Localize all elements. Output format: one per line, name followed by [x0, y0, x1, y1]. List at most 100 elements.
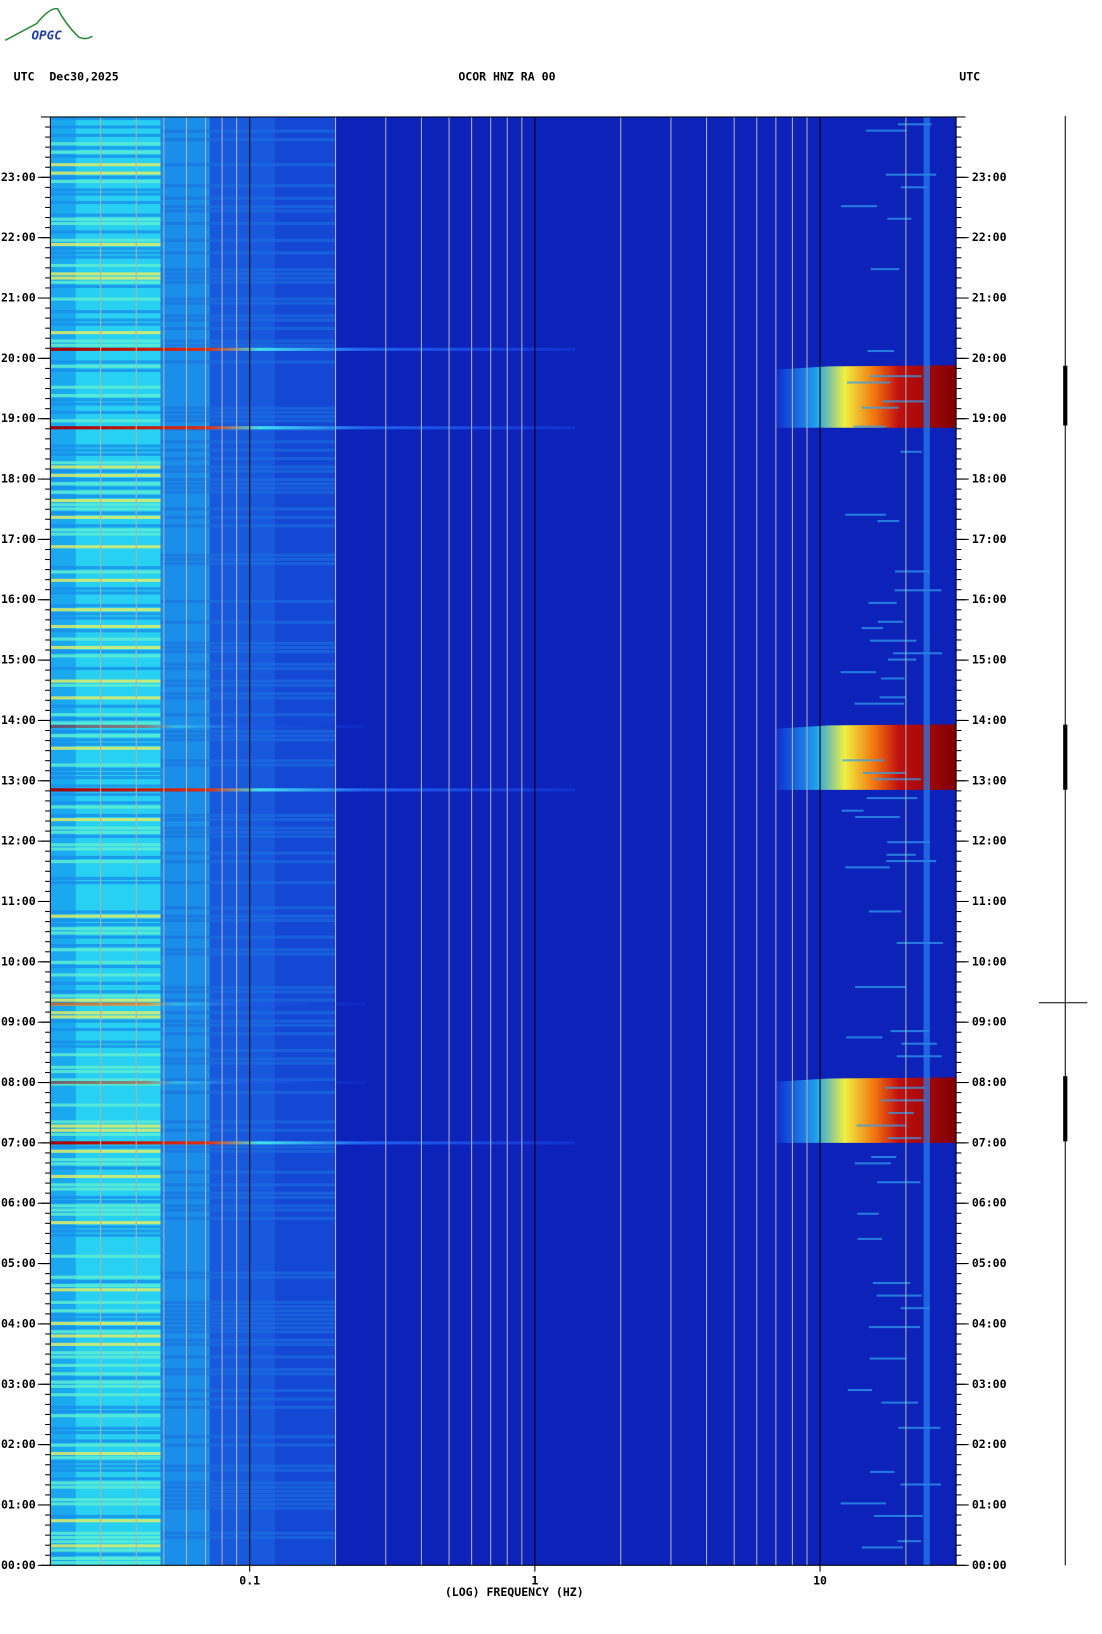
spectral-stripe — [50, 1187, 161, 1191]
spectral-stripe — [50, 410, 161, 414]
spectral-stripe — [50, 1409, 161, 1414]
spectral-stripe — [160, 318, 336, 322]
spectral-stripe — [160, 1321, 336, 1325]
hf-noise — [856, 1124, 907, 1127]
hf-noise — [869, 1357, 907, 1360]
spectral-stripe — [50, 133, 161, 137]
spectral-stripe — [50, 1535, 161, 1540]
spectral-stripe — [50, 1174, 161, 1179]
spectral-stripe — [50, 339, 161, 343]
hf-noise — [869, 1326, 920, 1329]
event-line — [50, 426, 576, 430]
spectral-stripe — [160, 734, 336, 738]
spectral-stripe — [50, 263, 161, 268]
spectral-stripe — [50, 876, 161, 880]
y-tick-label-right: 08:00 — [972, 1075, 1007, 1089]
spectral-stripe — [50, 175, 161, 179]
spectral-stripe — [50, 566, 161, 570]
hf-noise — [862, 771, 907, 774]
spectral-stripe — [50, 444, 161, 448]
hf-noise — [857, 1212, 879, 1215]
spectral-stripe — [50, 994, 161, 998]
y-tick-label-left: 01:00 — [1, 1497, 36, 1511]
spectral-stripe — [160, 1078, 336, 1082]
spectral-stripe — [50, 578, 161, 582]
spectral-stripe — [160, 1128, 336, 1132]
spectral-stripe — [50, 1124, 161, 1128]
spectral-stripe — [50, 486, 161, 490]
hf-noise — [866, 797, 918, 800]
spectral-stripe — [160, 696, 336, 700]
spectral-stripe — [50, 1548, 161, 1552]
spectral-stripe — [50, 834, 161, 838]
spectral-stripe — [50, 452, 161, 456]
spectral-stripe — [160, 490, 336, 494]
spectral-stripe — [50, 473, 161, 477]
y-tick-label-left: 00:00 — [1, 1558, 36, 1572]
y-tick-label-right: 13:00 — [972, 773, 1007, 787]
spectral-band — [160, 116, 210, 1566]
time-zone-left: UTC — [14, 70, 35, 84]
energy-burst — [776, 365, 957, 428]
spectral-stripe — [160, 1330, 336, 1334]
spectral-stripe — [50, 297, 161, 301]
spectral-stripe — [50, 1498, 161, 1502]
spectral-stripe — [50, 1405, 161, 1409]
spectral-stripe — [160, 1300, 336, 1304]
spectral-stripe — [50, 217, 161, 221]
hf-noise — [841, 205, 877, 208]
spectral-stripe — [50, 507, 161, 511]
spectral-stripe — [160, 650, 336, 654]
y-tick-label-left: 09:00 — [1, 1015, 36, 1029]
hf-noise — [881, 677, 905, 680]
hf-noise — [845, 513, 887, 516]
spectral-stripe — [50, 1330, 161, 1334]
spectral-stripe — [160, 1397, 336, 1401]
hf-noise — [876, 1294, 922, 1297]
hf-noise — [845, 866, 890, 869]
x-axis-label: (LOG) FREQUENCY (HZ) — [445, 1585, 584, 1599]
spectral-stripe — [50, 742, 161, 746]
spectral-stripe — [50, 524, 161, 528]
spectral-stripe — [50, 1372, 161, 1376]
spectral-stripe — [160, 1271, 336, 1275]
hf-noise — [872, 1281, 911, 1285]
spectral-stripe — [50, 1011, 161, 1015]
spectral-stripe — [50, 734, 161, 738]
plot-area — [50, 116, 957, 1566]
y-tick-label-right: 18:00 — [972, 472, 1007, 486]
spectral-stripe — [50, 603, 161, 608]
spectral-stripe — [50, 213, 161, 217]
spectral-stripe — [50, 960, 161, 964]
spectral-stripe — [160, 662, 336, 666]
hf-noise — [886, 860, 937, 863]
hf-noise — [861, 627, 884, 630]
hf-noise — [885, 173, 937, 176]
spectral-stripe — [50, 637, 161, 641]
hf-noise — [887, 658, 917, 661]
spectral-stripe — [160, 683, 336, 687]
spectral-stripe — [50, 343, 161, 347]
spectral-stripe — [50, 1027, 161, 1032]
energy-burst — [776, 1077, 957, 1143]
spectral-stripe — [50, 1288, 161, 1292]
spectral-stripe — [160, 1485, 336, 1489]
trace — [1039, 115, 1088, 1566]
hf-noise — [887, 841, 931, 844]
spectral-stripe — [50, 624, 161, 629]
hf-noise — [886, 853, 916, 856]
spectral-band — [274, 116, 336, 1566]
spectral-stripe — [50, 998, 161, 1002]
spectral-stripe — [50, 1044, 161, 1048]
hf-noise — [896, 1055, 942, 1058]
spectral-stripe — [160, 238, 336, 242]
spectral-stripe — [50, 801, 161, 805]
spectral-stripe — [160, 851, 336, 855]
spectral-stripe — [50, 1128, 161, 1132]
spectral-stripe — [160, 1317, 336, 1321]
spectral-stripe — [160, 990, 336, 994]
spectral-stripe — [50, 402, 161, 406]
y-tick-label-right: 02:00 — [972, 1437, 1007, 1451]
y-tick-label-left: 11:00 — [1, 894, 36, 908]
